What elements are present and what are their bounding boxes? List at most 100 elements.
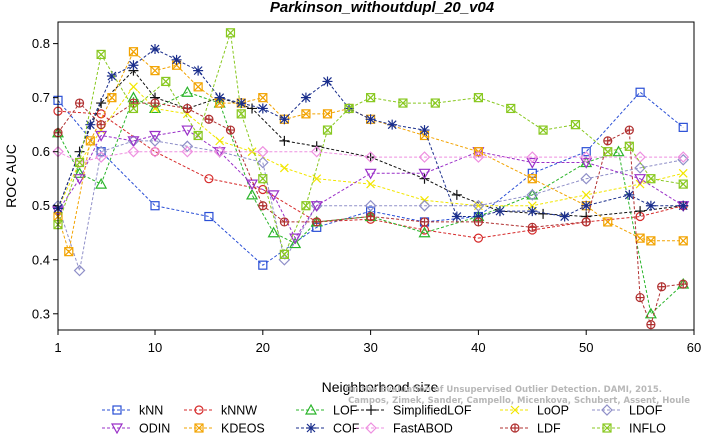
- series-line-ldf: [57, 102, 684, 327]
- series-line-loop: [57, 86, 684, 209]
- data-point-odin: [267, 190, 280, 202]
- legend-label: ODIN: [139, 422, 170, 434]
- y-tick-label: 0.7: [32, 90, 50, 105]
- data-point-fastabod: [256, 145, 269, 158]
- x-tick-label: 50: [579, 340, 593, 355]
- legend-label: KDEOS: [221, 422, 265, 434]
- data-point-kdeos: [258, 93, 268, 103]
- data-point-knnw: [96, 109, 106, 119]
- data-point-cof: [494, 206, 505, 217]
- data-point-simplifiedlof: [279, 135, 290, 146]
- legend-label: LDOF: [629, 404, 663, 418]
- data-point-fastabod: [127, 145, 140, 158]
- data-point-inflo: [279, 249, 289, 259]
- series-line-fastabod: [57, 151, 684, 164]
- data-point-kdeos: [322, 109, 333, 119]
- data-point-kdeos: [301, 109, 311, 119]
- data-point-lof: [148, 102, 162, 114]
- x-tick-label: 30: [363, 340, 377, 355]
- data-point-loop: [581, 190, 591, 200]
- data-point-fastabod: [677, 151, 690, 163]
- data-point-fastabod: [418, 151, 431, 163]
- legend-marker-knn: [112, 405, 122, 415]
- x-tick-label: 1: [54, 340, 61, 355]
- data-point-odin: [127, 136, 140, 148]
- data-point-cof: [300, 92, 311, 103]
- data-point-inflo: [624, 141, 634, 151]
- data-point-ldf: [150, 98, 160, 108]
- data-point-cof: [85, 119, 96, 130]
- data-point-ldf: [527, 222, 537, 232]
- chart-title: Parkinson_withoutdupl_20_v04: [270, 0, 495, 16]
- legend-item-simplifiedlof: SimplifiedLOF: [356, 404, 472, 418]
- y-tick-label: 0.6: [32, 144, 50, 159]
- data-point-cof: [128, 60, 139, 71]
- data-point-ldf: [678, 279, 688, 289]
- x-tick-label: 60: [687, 340, 701, 355]
- data-point-odin: [526, 157, 539, 169]
- data-point-odin: [364, 168, 377, 180]
- data-point-knn: [581, 147, 591, 157]
- data-point-cof: [645, 200, 656, 211]
- data-point-lof: [612, 145, 625, 157]
- data-point-inflo: [301, 201, 311, 211]
- data-point-inflo: [128, 103, 139, 114]
- data-point-knnw: [258, 184, 268, 195]
- data-point-cof: [193, 65, 204, 76]
- data-point-cof: [581, 200, 592, 211]
- data-point-odin: [181, 125, 194, 137]
- data-point-knn: [678, 122, 688, 132]
- data-point-lof: [246, 188, 259, 200]
- data-point-ldf: [473, 217, 484, 227]
- legend-label: kNNW: [221, 404, 257, 418]
- data-point-inflo: [344, 103, 354, 114]
- series-line-ldof: [57, 140, 684, 271]
- legend-label: SimplifiedLOF: [393, 404, 472, 418]
- data-point-knn: [150, 201, 160, 211]
- legend-label: LoOP: [537, 404, 569, 418]
- data-point-kdeos: [150, 66, 160, 76]
- legend-item-inflo: INFLO: [592, 422, 666, 434]
- data-point-lof: [289, 237, 302, 249]
- series-line-kdeos: [57, 50, 684, 252]
- legend-item-odin: ODIN: [102, 422, 170, 434]
- data-point-fastabod: [580, 151, 593, 163]
- legend-marker-ldof: [601, 404, 613, 416]
- data-point-inflo: [603, 147, 613, 157]
- data-point-ldof: [634, 162, 646, 174]
- data-point-cof: [106, 71, 117, 82]
- data-point-knn: [258, 260, 268, 270]
- data-point-odin: [634, 174, 647, 185]
- legend-item-knnw: kNNW: [184, 404, 257, 418]
- data-point-loop: [366, 179, 376, 189]
- data-point-fastabod: [181, 145, 194, 158]
- data-point-ldf: [646, 319, 656, 330]
- data-point-ldf: [624, 125, 634, 135]
- data-point-cof: [419, 125, 430, 136]
- data-point-knn: [635, 87, 645, 97]
- legend-marker-simplifiedlof: [366, 405, 376, 415]
- data-point-fastabod: [526, 151, 539, 163]
- data-point-inflo: [538, 125, 548, 135]
- data-point-ldof: [472, 199, 485, 212]
- data-point-inflo: [322, 125, 333, 135]
- legend-item-loop: LoOP: [500, 404, 569, 418]
- series-line-inflo: [57, 32, 684, 256]
- data-point-cof: [279, 114, 290, 125]
- data-point-knn: [204, 211, 214, 222]
- data-point-ldf: [96, 120, 106, 130]
- x-tick-label: 40: [471, 340, 485, 355]
- data-point-knnw: [204, 174, 214, 184]
- data-point-inflo: [258, 174, 268, 184]
- data-point-ldf: [657, 282, 667, 292]
- data-point-inflo: [473, 93, 484, 103]
- data-point-ldof: [526, 189, 539, 201]
- data-point-cof: [527, 206, 538, 217]
- y-tick-label: 0.3: [32, 306, 50, 321]
- data-point-ldf: [581, 217, 591, 227]
- data-point-ldf: [366, 211, 376, 222]
- data-point-inflo: [398, 98, 408, 108]
- data-point-cof: [451, 211, 462, 222]
- data-point-fastabod: [472, 151, 485, 163]
- data-point-ldf: [635, 292, 645, 303]
